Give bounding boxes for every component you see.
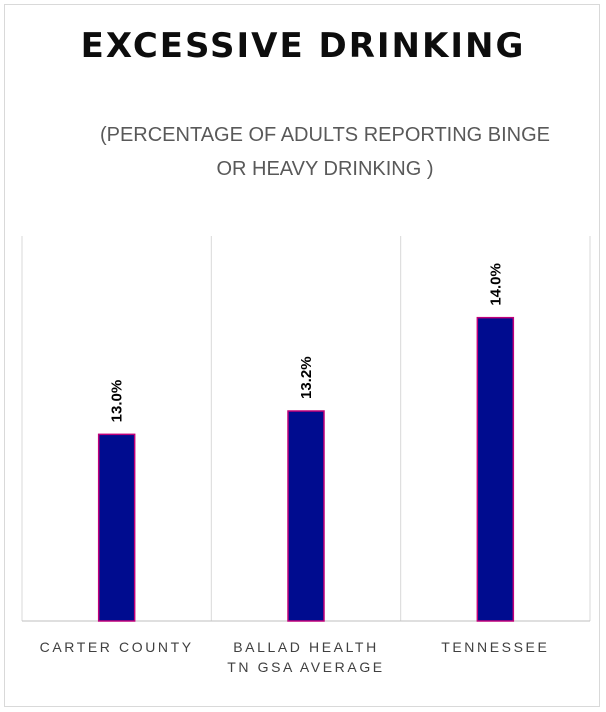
data-label: 14.0% xyxy=(487,263,504,306)
chart-title: EXCESSIVE DRINKING xyxy=(80,26,526,66)
bar xyxy=(97,433,136,622)
x-tick-label: TN GSA AVERAGE xyxy=(227,659,385,675)
chart-subtitle: (PERCENTAGE OF ADULTS REPORTING BINGE OR… xyxy=(99,124,551,180)
x-tick-label: CARTER COUNTY xyxy=(40,639,194,655)
bar xyxy=(287,410,325,622)
x-tick-label: BALLAD HEALTH xyxy=(233,639,379,655)
x-tick-label: TENNESSEE xyxy=(441,639,549,655)
bar xyxy=(476,316,515,622)
data-label: 13.0% xyxy=(109,380,126,423)
data-label: 13.2% xyxy=(298,356,315,399)
